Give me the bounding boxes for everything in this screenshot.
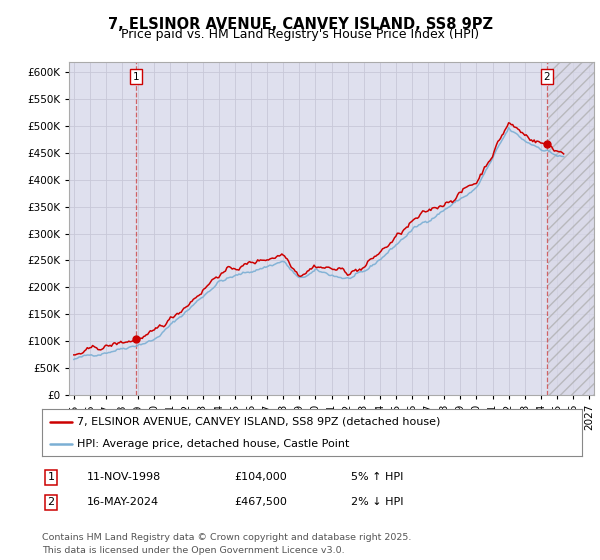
Text: 1: 1	[133, 72, 139, 82]
Text: 2: 2	[47, 497, 55, 507]
Text: Price paid vs. HM Land Registry's House Price Index (HPI): Price paid vs. HM Land Registry's House …	[121, 28, 479, 41]
Text: 16-MAY-2024: 16-MAY-2024	[87, 497, 159, 507]
Text: 5% ↑ HPI: 5% ↑ HPI	[351, 472, 403, 482]
Text: 2% ↓ HPI: 2% ↓ HPI	[351, 497, 404, 507]
Text: 2: 2	[544, 72, 550, 82]
Text: £467,500: £467,500	[234, 497, 287, 507]
Text: HPI: Average price, detached house, Castle Point: HPI: Average price, detached house, Cast…	[77, 438, 349, 449]
Text: 7, ELSINOR AVENUE, CANVEY ISLAND, SS8 9PZ: 7, ELSINOR AVENUE, CANVEY ISLAND, SS8 9P…	[107, 17, 493, 32]
Bar	[548, 62, 594, 395]
Text: £104,000: £104,000	[234, 472, 287, 482]
Text: Contains HM Land Registry data © Crown copyright and database right 2025.
This d: Contains HM Land Registry data © Crown c…	[42, 533, 412, 554]
Text: 1: 1	[47, 472, 55, 482]
Text: 7, ELSINOR AVENUE, CANVEY ISLAND, SS8 9PZ (detached house): 7, ELSINOR AVENUE, CANVEY ISLAND, SS8 9P…	[77, 417, 440, 427]
Text: 11-NOV-1998: 11-NOV-1998	[87, 472, 161, 482]
